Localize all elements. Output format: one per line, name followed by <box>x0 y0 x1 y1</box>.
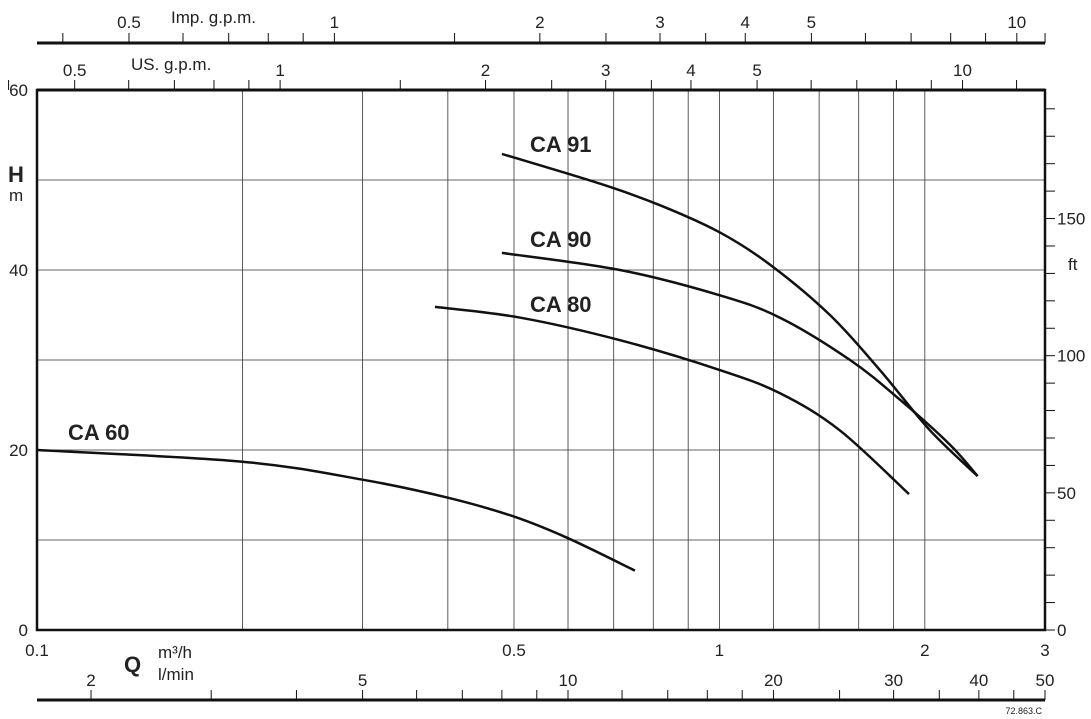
us-gpm-tick-label: 1 <box>275 61 284 80</box>
ft-tick-label: 100 <box>1057 347 1085 366</box>
x-tick-label: 2 <box>920 641 929 660</box>
y-unit-label: m <box>9 186 23 205</box>
imp-gpm-unit-label: Imp. g.p.m. <box>171 8 256 27</box>
lmin-tick-label: 20 <box>764 671 783 690</box>
series-label: CA 91 <box>530 132 592 157</box>
y-tick-label: 0 <box>19 621 28 640</box>
us-gpm-tick-label: 10 <box>953 61 972 80</box>
imp-gpm-tick-label: 3 <box>655 13 664 32</box>
curve-ca-90 <box>501 251 979 477</box>
ft-tick-label: 0 <box>1057 621 1066 640</box>
y-tick-label: 40 <box>9 261 28 280</box>
x-tick-label: 1 <box>715 641 724 660</box>
imp-gpm-tick-label: 5 <box>807 13 816 32</box>
lmin-tick-label: 5 <box>358 671 367 690</box>
series-label: CA 90 <box>530 227 592 252</box>
lmin-tick-label: 2 <box>86 671 95 690</box>
ft-tick-label: 150 <box>1057 210 1085 229</box>
lmin-tick-label: 30 <box>884 671 903 690</box>
lmin-tick-label: 40 <box>969 671 988 690</box>
lmin-tick-label: 50 <box>1036 671 1055 690</box>
curve-ca-60 <box>36 448 636 572</box>
imp-gpm-tick-label: 10 <box>1007 13 1026 32</box>
lmin-unit-label: l/min <box>158 665 194 684</box>
lmin-tick-label: 10 <box>559 671 578 690</box>
y-tick-label: 60 <box>9 81 28 100</box>
imp-gpm-tick-label: 1 <box>330 13 339 32</box>
m3h-unit-label: m³/h <box>158 643 192 662</box>
imp-gpm-tick-label: 4 <box>741 13 750 32</box>
us-gpm-unit-label: US. g.p.m. <box>131 55 211 74</box>
us-gpm-tick-label: 5 <box>752 61 761 80</box>
us-gpm-tick-label: 4 <box>686 61 695 80</box>
imp-gpm-tick-label: 0.5 <box>117 13 141 32</box>
ft-unit-label: ft <box>1068 255 1078 274</box>
series-label: CA 60 <box>68 420 130 445</box>
us-gpm-tick-label: 2 <box>481 61 490 80</box>
x-tick-label: 3 <box>1040 641 1049 660</box>
h-axis-symbol: H <box>8 162 24 187</box>
ft-tick-label: 50 <box>1057 484 1076 503</box>
y-tick-label: 20 <box>9 441 28 460</box>
imp-gpm-tick-label: 2 <box>535 13 544 32</box>
x-tick-label: 0.1 <box>25 641 49 660</box>
series-label: CA 80 <box>530 292 592 317</box>
curve-ca-80 <box>434 305 910 496</box>
drawing-code: 72.863.C <box>1005 706 1042 716</box>
q-axis-symbol: Q <box>124 652 141 677</box>
us-gpm-tick-label: 0.5 <box>63 61 87 80</box>
us-gpm-tick-label: 3 <box>601 61 610 80</box>
x-tick-label: 0.5 <box>502 641 526 660</box>
